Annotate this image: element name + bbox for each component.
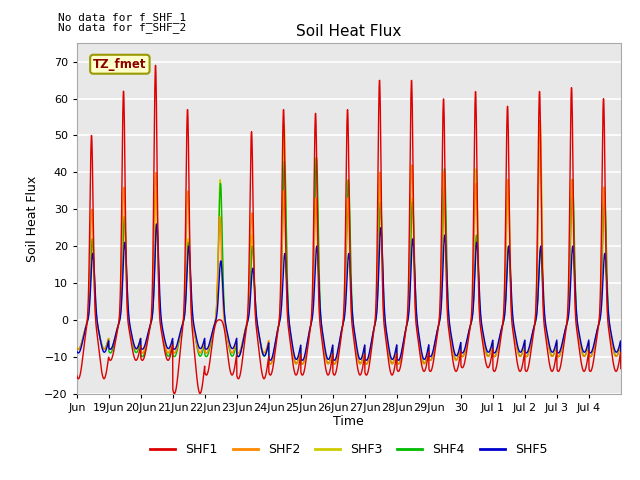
Legend: SHF1, SHF2, SHF3, SHF4, SHF5: SHF1, SHF2, SHF3, SHF4, SHF5 xyxy=(145,438,552,461)
Text: TZ_fmet: TZ_fmet xyxy=(93,58,147,71)
Y-axis label: Soil Heat Flux: Soil Heat Flux xyxy=(26,175,38,262)
Text: No data for f_SHF_2: No data for f_SHF_2 xyxy=(58,22,186,33)
Text: No data for f_SHF_1: No data for f_SHF_1 xyxy=(58,12,186,23)
X-axis label: Time: Time xyxy=(333,415,364,429)
Title: Soil Heat Flux: Soil Heat Flux xyxy=(296,24,401,39)
